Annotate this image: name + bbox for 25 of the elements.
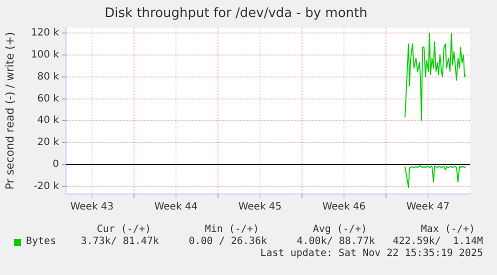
x-tick-label: Week 47 <box>406 202 450 213</box>
chart-title: Disk throughput for /dev/vda - by month <box>104 6 368 22</box>
y-tick-label: 80 k <box>37 71 60 82</box>
y-tick-label: 20 k <box>37 137 60 148</box>
text: Avg (-/+) <box>312 224 367 235</box>
x-tick-label: Week 46 <box>322 202 366 213</box>
y-tick-label: 100 k <box>30 50 60 61</box>
legend-label: Bytes <box>26 236 56 247</box>
y-tick-label: -20 k <box>34 180 60 192</box>
text: 0.00 / 26.36k <box>188 236 267 247</box>
text: Last update: Sat Nov 22 15:35:19 2025 <box>260 248 483 259</box>
text: 3.73k/ 81.47k <box>80 236 159 247</box>
y-tick-label: 120 k <box>30 28 60 39</box>
x-tick-label: Week 45 <box>238 202 282 213</box>
y-tick-label: 40 k <box>37 115 60 126</box>
text: 422.59k/ 1.14M <box>392 236 483 247</box>
x-tick-label: Week 43 <box>70 202 114 213</box>
text: Min (-/+) <box>204 224 259 235</box>
text: Max (-/+) <box>420 224 475 235</box>
y-tick-label: 60 k <box>37 93 60 104</box>
text: Cur (-/+) <box>96 224 151 235</box>
y-axis-title: Pr second read (-) / write (+) <box>3 32 16 190</box>
text: 4.00k/ 88.77k <box>296 236 375 247</box>
x-tick-label: Week 44 <box>154 202 198 213</box>
y-tick-label: 0 <box>52 159 59 170</box>
